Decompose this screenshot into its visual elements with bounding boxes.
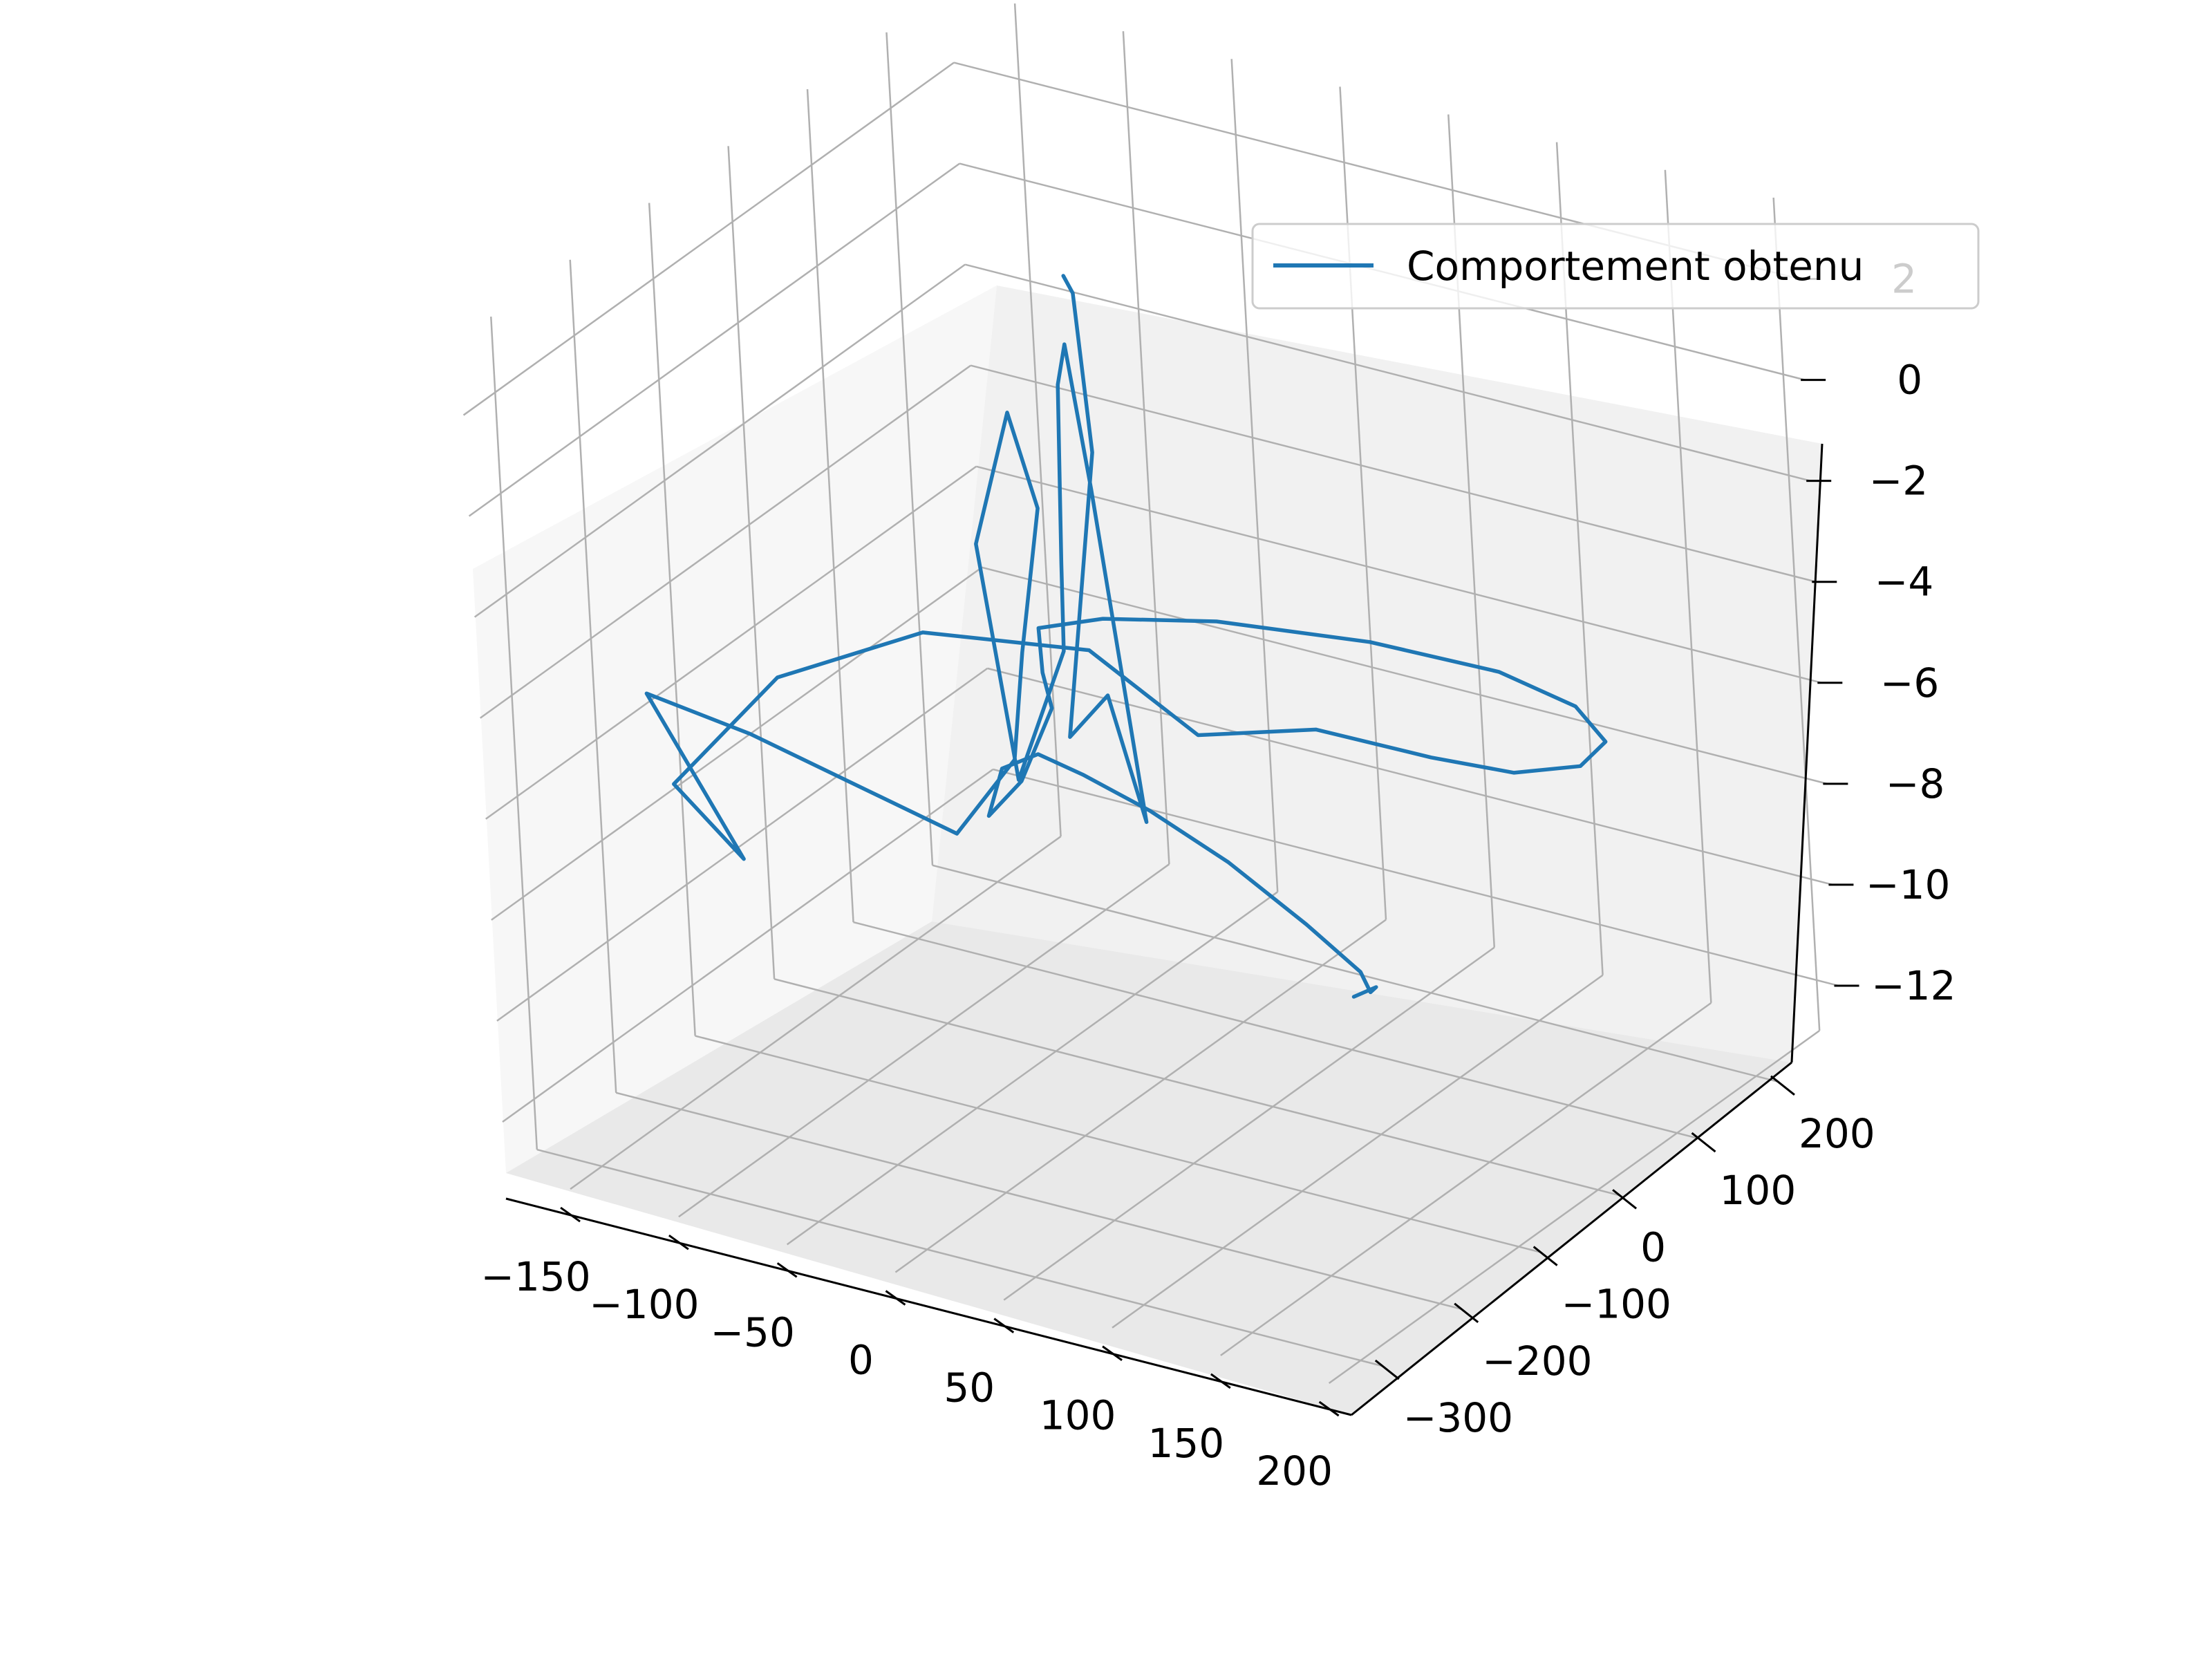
- x-tick: [668, 1234, 689, 1250]
- x-tick-label: 200: [1256, 1447, 1333, 1494]
- x-tick-label: 150: [1147, 1420, 1224, 1467]
- grid-line-z-side: [496, 667, 988, 1022]
- grid-line-z-side: [479, 364, 971, 719]
- grid-line-x-floor: [1112, 974, 1604, 1329]
- y-tick: [1454, 1302, 1479, 1324]
- y-axis-line: [1351, 1061, 1792, 1416]
- x-tick-label: 0: [848, 1336, 874, 1383]
- grid-line-y-side: [569, 259, 617, 1093]
- back-pane: [932, 285, 1822, 1062]
- grid-line-x-floor: [1003, 946, 1495, 1301]
- legend-label: Comportement obtenu: [1407, 243, 1864, 290]
- x-tick: [1318, 1400, 1340, 1417]
- legend: Comportement obtenu: [1251, 223, 1980, 310]
- grid-line-x-back: [1122, 31, 1170, 865]
- grid-line-x-floor: [1220, 1002, 1712, 1356]
- x-tick: [885, 1290, 906, 1306]
- x-axis-line: [505, 1197, 1352, 1416]
- grid-line-x-back: [1230, 59, 1279, 892]
- grid-line-y-floor: [774, 978, 1620, 1197]
- y-tick-label: 0: [1640, 1224, 1666, 1271]
- grid-line-z-side: [468, 162, 960, 517]
- y-tick-label: 100: [1720, 1167, 1797, 1214]
- x-tick-label: 50: [944, 1365, 995, 1412]
- y-tick-label: −200: [1482, 1338, 1592, 1385]
- grid-line-x-floor: [570, 836, 1062, 1190]
- x-ticks: −150−100−50 0 50 100 150 200: [480, 1206, 1340, 1494]
- x-tick: [776, 1262, 798, 1278]
- grid-line-z-back: [982, 566, 1828, 785]
- x-tick-label: −150: [480, 1253, 590, 1300]
- y-tick-label: 200: [1799, 1110, 1875, 1157]
- y-tick: [1374, 1359, 1400, 1380]
- grid-line-y-floor: [615, 1091, 1462, 1311]
- grid-line-z-side: [502, 768, 994, 1123]
- z-tick-label: −2: [1869, 458, 1929, 505]
- grid-line-y-floor: [536, 1148, 1383, 1367]
- grid-line-x-floor: [678, 863, 1170, 1218]
- grid-line-z-back: [964, 263, 1811, 482]
- y-tick-label: −100: [1562, 1281, 1671, 1328]
- x-tick: [1102, 1345, 1123, 1361]
- grid-line-y-floor: [695, 1035, 1541, 1253]
- y-tick: [1533, 1246, 1558, 1266]
- x-tick: [560, 1206, 581, 1223]
- grid-line-z-back: [970, 364, 1817, 583]
- z-tick-label: 0: [1897, 357, 1922, 404]
- grid-line-z-side: [491, 566, 983, 921]
- y-tick: [1770, 1075, 1795, 1096]
- grid-line-z-back: [976, 465, 1822, 684]
- grid-line-y-floor: [932, 864, 1779, 1083]
- grid-line-x-floor: [894, 919, 1387, 1273]
- grid-line-z-side: [462, 62, 955, 416]
- z-tick-label: −6: [1880, 659, 1940, 706]
- grid-line-y-side: [727, 146, 776, 980]
- floor-pane: [506, 921, 1792, 1415]
- grid-line-y-side: [885, 32, 934, 865]
- grid-line-z-side: [474, 263, 966, 618]
- z-tick-label: −8: [1886, 760, 1945, 807]
- grid-line-x-back: [1772, 197, 1821, 1031]
- grid-line-z-back: [993, 768, 1839, 987]
- x-tick: [993, 1318, 1015, 1333]
- x-tick-label: 100: [1040, 1392, 1116, 1439]
- series-line: [644, 274, 1608, 999]
- grid-line-y-side: [806, 88, 854, 923]
- grid-line-x-floor: [786, 891, 1278, 1246]
- y-tick: [1691, 1132, 1716, 1153]
- z-ticks: −12−10−8−6−4−202: [1795, 256, 1956, 1009]
- z-axis-line: [1790, 443, 1824, 1063]
- z-tick-label: −10: [1866, 861, 1950, 908]
- grid-line-y-floor: [853, 921, 1699, 1140]
- y-tick-label: −300: [1403, 1394, 1513, 1441]
- grid-line-z-side: [485, 465, 977, 820]
- legend-box: [1251, 223, 1980, 310]
- grid-line-x-back: [1013, 3, 1062, 837]
- x-tick: [1210, 1373, 1231, 1389]
- y-tick: [1612, 1189, 1638, 1210]
- x-tick-label: −100: [589, 1281, 699, 1328]
- z-tick-label: −12: [1871, 962, 1956, 1009]
- x-tick-label: −50: [710, 1309, 794, 1356]
- grid-line-x-floor: [1328, 1029, 1820, 1385]
- z-tick-label: −4: [1875, 559, 1934, 606]
- grid-line-y-side: [648, 203, 696, 1036]
- grid-line-y-side: [490, 317, 538, 1150]
